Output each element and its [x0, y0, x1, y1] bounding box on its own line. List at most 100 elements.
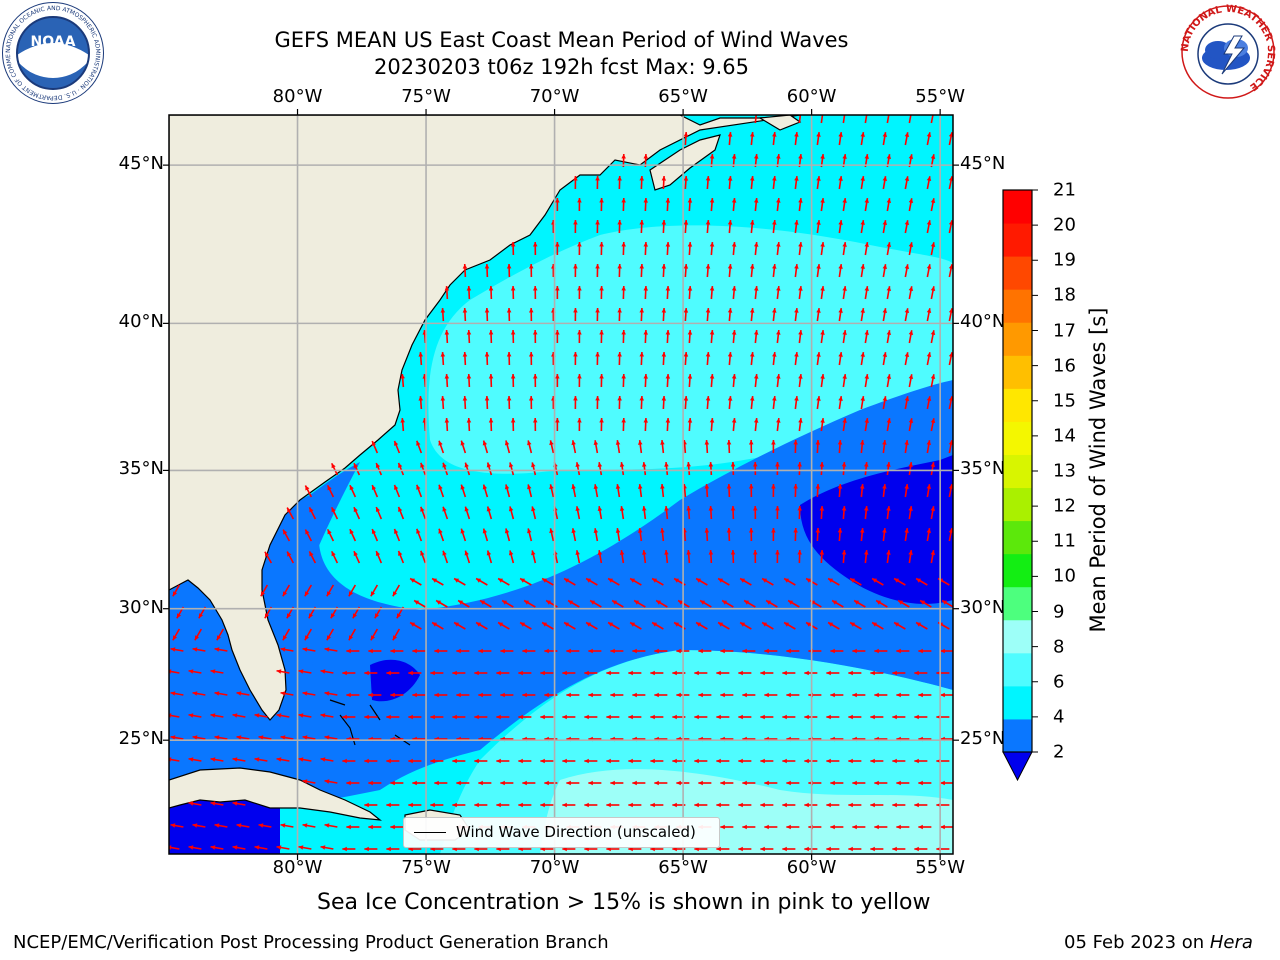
wave-direction-arrow: [838, 220, 843, 234]
wave-direction-arrow: [794, 220, 799, 234]
svg-text:NOAA: NOAA: [31, 34, 76, 50]
wave-direction-arrow: [908, 550, 913, 564]
wave-direction-arrow: [731, 329, 737, 344]
wave-direction-arrow: [752, 505, 758, 520]
wave-direction-arrow: [633, 599, 646, 608]
wave-direction-arrow: [743, 599, 756, 608]
wave-direction-arrow: [798, 374, 803, 388]
wave-direction-arrow: [726, 527, 732, 542]
wave-direction-arrow: [482, 440, 489, 454]
lon-label-top: 60°W: [786, 86, 837, 107]
wave-direction-arrow: [783, 621, 796, 630]
wave-direction-arrow: [661, 351, 667, 366]
lon-label-top: 65°W: [658, 86, 708, 107]
wave-direction-arrow: [908, 418, 914, 432]
wave-direction-arrow: [442, 506, 449, 520]
wave-direction-arrow: [738, 758, 752, 764]
wave-direction-arrow: [434, 692, 448, 698]
wave-direction-arrow: [170, 735, 184, 740]
wave-direction-arrow: [348, 628, 357, 641]
wave-direction-arrow: [908, 462, 913, 476]
wave-direction-arrow: [460, 528, 467, 542]
wave-direction-arrow: [412, 648, 426, 654]
wave-direction-arrow: [510, 241, 516, 256]
wave-direction-arrow: [393, 528, 401, 542]
wave-direction-arrow: [462, 307, 468, 322]
wave-direction-arrow: [753, 373, 759, 388]
wave-direction-arrow: [260, 584, 269, 597]
wave-direction-arrow: [390, 648, 404, 654]
wave-direction-arrow: [475, 577, 488, 586]
wave-direction-arrow: [474, 802, 488, 808]
wave-direction-arrow: [787, 599, 800, 608]
wave-direction-arrow: [797, 461, 802, 476]
wave-direction-arrow: [466, 417, 472, 432]
wave-direction-arrow: [210, 801, 224, 806]
wave-direction-arrow: [852, 824, 866, 830]
map-frame: [168, 114, 954, 855]
wave-direction-arrow: [782, 758, 796, 764]
wave-direction-arrow: [772, 131, 777, 146]
wave-direction-arrow: [326, 528, 335, 542]
wave-direction-arrow: [794, 352, 799, 366]
wave-direction-arrow: [687, 285, 693, 300]
wave-direction-arrow: [531, 462, 537, 476]
wave-direction-arrow: [664, 505, 669, 520]
lat-label-right: 40°N: [960, 311, 1006, 333]
wave-direction-arrow: [210, 757, 224, 762]
wave-direction-arrow: [523, 599, 536, 608]
wave-direction-arrow: [727, 131, 733, 146]
wave-direction-arrow: [232, 801, 246, 806]
wave-direction-arrow: [562, 802, 576, 808]
wave-direction-arrow: [597, 462, 603, 476]
wave-direction-arrow: [930, 462, 936, 476]
map-legend: Wind Wave Direction (unscaled): [403, 817, 720, 848]
wave-direction-arrow: [816, 132, 821, 146]
wave-direction-arrow: [484, 263, 490, 278]
wave-direction-arrow: [908, 198, 914, 212]
colorbar-tick-label: 6: [1053, 671, 1065, 693]
wave-direction-arrow: [597, 506, 603, 520]
wave-direction-arrow: [914, 714, 928, 720]
wave-direction-arrow: [948, 396, 953, 410]
wave-direction-arrow: [562, 670, 576, 676]
wave-direction-arrow: [717, 621, 730, 630]
wave-direction-arrow: [304, 584, 313, 597]
wave-direction-arrow: [298, 845, 312, 850]
wave-direction-arrow: [776, 373, 781, 388]
wave-direction-arrow: [617, 219, 622, 234]
colorbar-segment: [1003, 190, 1032, 224]
wave-direction-arrow: [930, 418, 936, 432]
wave-direction-arrow: [716, 802, 730, 808]
wave-direction-arrow: [280, 691, 294, 696]
wave-direction-arrow: [727, 219, 733, 234]
wave-direction-arrow: [504, 484, 511, 498]
wave-direction-arrow: [709, 241, 715, 256]
wave-direction-arrow: [819, 549, 825, 564]
wave-direction-arrow: [416, 528, 423, 542]
wave-direction-arrow: [527, 528, 533, 542]
wave-direction-arrow: [874, 780, 888, 786]
wave-direction-arrow: [764, 780, 778, 786]
wave-direction-arrow: [216, 628, 225, 641]
wave-direction-arrow: [742, 692, 756, 698]
wave-direction-arrow: [621, 285, 626, 300]
wave-direction-arrow: [760, 802, 774, 808]
colorbar-segment: [1003, 256, 1032, 290]
wave-direction-arrow: [771, 527, 776, 542]
wave-direction-arrow: [848, 846, 862, 852]
wave-direction-arrow: [478, 648, 492, 654]
wave-direction-arrow: [686, 549, 691, 564]
wave-direction-arrow: [794, 176, 799, 190]
wave-direction-arrow: [194, 628, 203, 641]
wave-direction-arrow: [848, 802, 862, 808]
wave-direction-arrow: [930, 550, 936, 564]
wave-direction-arrow: [632, 780, 646, 786]
wave-direction-arrow: [639, 395, 644, 410]
wave-direction-arrow: [188, 845, 202, 850]
wave-direction-arrow: [286, 551, 295, 564]
wave-direction-arrow: [753, 285, 759, 300]
wave-direction-arrow: [628, 802, 642, 808]
wave-direction-arrow: [386, 846, 400, 852]
wave-direction-arrow: [914, 846, 928, 852]
